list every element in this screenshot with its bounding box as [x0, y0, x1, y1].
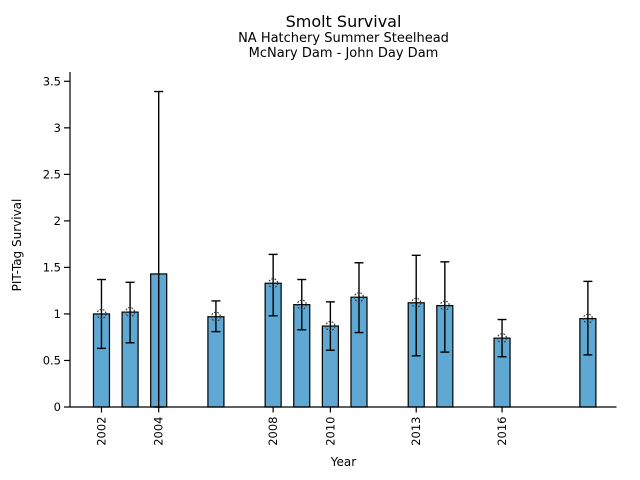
y-tick-label: 0: [54, 400, 61, 414]
point-marker-circle: [439, 300, 450, 311]
y-tick-label: 1: [54, 307, 61, 321]
point-marker-circle: [96, 308, 107, 319]
chart-title: Smolt Survival: [285, 12, 402, 31]
y-tick-label: 3.5: [43, 74, 61, 88]
point-marker-circle: [325, 320, 336, 332]
y-tick-label: 1.5: [43, 260, 61, 274]
point-marker-circle: [125, 307, 136, 318]
point-marker-circle: [496, 333, 508, 344]
chart-subtitle-line2: McNary Dam - John Day Dam: [248, 46, 439, 61]
point-marker-circle: [353, 292, 365, 303]
x-tick-label: 2002: [94, 417, 108, 446]
y-tick-label: 2.5: [43, 167, 61, 181]
x-tick-label: 2008: [266, 417, 280, 446]
point-marker-circle: [411, 297, 422, 308]
point-marker-circle: [582, 313, 593, 324]
x-tick-label: 2010: [323, 417, 337, 446]
x-tick-label: 2004: [152, 417, 166, 446]
y-tick-label: 0.5: [43, 353, 61, 367]
point-marker-circle: [296, 299, 307, 310]
y-tick-label: 2: [54, 214, 61, 228]
chart-subtitle-line1: NA Hatchery Summer Steelhead: [238, 31, 449, 46]
point-marker-circle: [210, 311, 221, 322]
x-axis-label: Year: [330, 455, 357, 469]
point-marker-circle: [268, 278, 279, 289]
x-tick-label: 2013: [409, 417, 423, 446]
y-tick-label: 3: [54, 121, 61, 135]
x-tick-label: 2016: [495, 417, 509, 446]
